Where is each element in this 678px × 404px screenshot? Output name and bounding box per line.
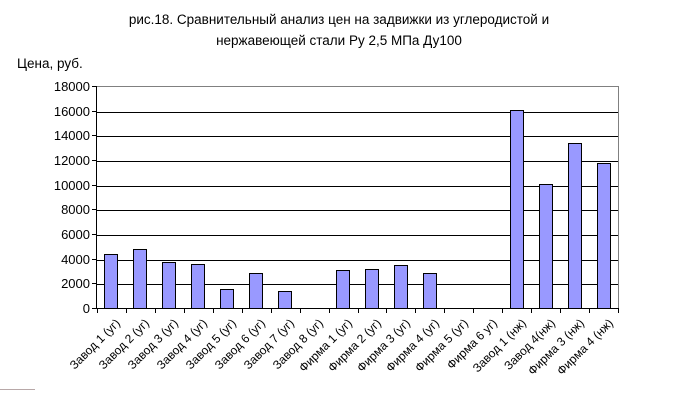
- y-tick-mark-10000: [92, 184, 97, 186]
- y-tick-mark-6000: [92, 234, 97, 235]
- y-tick-label-6000: 6000: [61, 227, 90, 242]
- bar-Завод 4(нж): [538, 183, 553, 309]
- y-tick-label-0: 0: [82, 301, 90, 316]
- y-tick-label-14000: 14000: [53, 128, 90, 144]
- chart-title-line1: рис.18. Сравнительный анализ цен на задв…: [128, 12, 550, 27]
- plot-area: [97, 86, 619, 309]
- y-tick-mark-4000: [92, 258, 97, 260]
- bar-Фирма 1 (уг): [336, 270, 351, 309]
- bar-Завод 5 (уг): [220, 288, 235, 309]
- x-tick-mark-5: [241, 309, 243, 313]
- y-tick-label-2000: 2000: [61, 276, 90, 292]
- x-tick-mark-9: [357, 309, 359, 313]
- bar-Завод 1 (нж): [509, 110, 524, 309]
- y-axis-title: Цена, руб.: [17, 56, 83, 71]
- x-tick-mark-10: [386, 309, 388, 313]
- gridline-10000: [97, 185, 618, 187]
- x-tick-mark-14: [502, 309, 504, 313]
- x-tick-mark-3: [183, 309, 185, 313]
- bar-Завод 1 (уг): [104, 253, 119, 309]
- gridline-6000: [97, 235, 618, 236]
- bar-Фирма 2 (уг): [364, 268, 379, 309]
- chart-title-line2: нержавеющей стали Ру 2,5 МПа Ду100: [216, 33, 462, 48]
- x-tick-mark-7: [299, 309, 301, 313]
- bar-Фирма 4 (нж): [596, 163, 611, 309]
- y-tick-label-12000: 12000: [53, 153, 90, 168]
- gridline-2000: [97, 284, 618, 286]
- y-tick-label-18000: 18000: [53, 79, 90, 94]
- bar-Завод 3 (уг): [162, 262, 177, 309]
- x-tick-mark-8: [328, 309, 330, 313]
- x-tick-mark-6: [270, 309, 272, 313]
- x-tick-mark-13: [473, 309, 475, 313]
- y-axis-line: [96, 86, 97, 309]
- bar-Фирма 3 (уг): [393, 264, 408, 309]
- gridline-8000: [97, 210, 618, 212]
- y-tick-label-10000: 10000: [53, 177, 90, 193]
- y-tick-mark-14000: [92, 135, 97, 137]
- gridline-12000: [97, 161, 618, 162]
- y-tick-mark-0: [92, 308, 97, 309]
- y-tick-label-16000: 16000: [53, 103, 90, 119]
- y-tick-mark-8000: [92, 209, 97, 211]
- bar-Завод 6 (уг): [249, 272, 264, 309]
- bar-Завод 2 (уг): [133, 248, 148, 309]
- x-tick-mark-18: [618, 309, 619, 313]
- x-tick-mark-11: [415, 309, 417, 313]
- x-tick-mark-1: [125, 309, 127, 313]
- y-tick-mark-18000: [92, 86, 97, 87]
- bar-Фирма 3 (нж): [567, 143, 582, 309]
- gridline-14000: [97, 136, 618, 138]
- y-tick-label-4000: 4000: [61, 251, 90, 267]
- bar-Фирма 4 (уг): [422, 273, 437, 309]
- y-tick-mark-2000: [92, 283, 97, 285]
- y-tick-mark-12000: [92, 160, 97, 161]
- gridline-16000: [97, 111, 618, 113]
- stray-mark: [0, 389, 35, 390]
- x-axis-line: [96, 308, 619, 309]
- gridline-4000: [97, 259, 618, 261]
- x-tick-mark-0: [97, 309, 98, 313]
- x-tick-mark-12: [444, 309, 446, 313]
- bar-Завод 7 (уг): [278, 290, 293, 309]
- y-tick-label-8000: 8000: [61, 202, 90, 218]
- x-tick-mark-4: [212, 309, 214, 313]
- x-tick-mark-15: [531, 309, 533, 313]
- x-tick-mark-16: [560, 309, 562, 313]
- y-tick-mark-16000: [92, 110, 97, 112]
- chart-title: рис.18. Сравнительный анализ цен на задв…: [0, 9, 678, 51]
- bar-Завод 4 (уг): [191, 263, 206, 309]
- x-tick-mark-2: [154, 309, 156, 313]
- x-tick-mark-17: [589, 309, 591, 313]
